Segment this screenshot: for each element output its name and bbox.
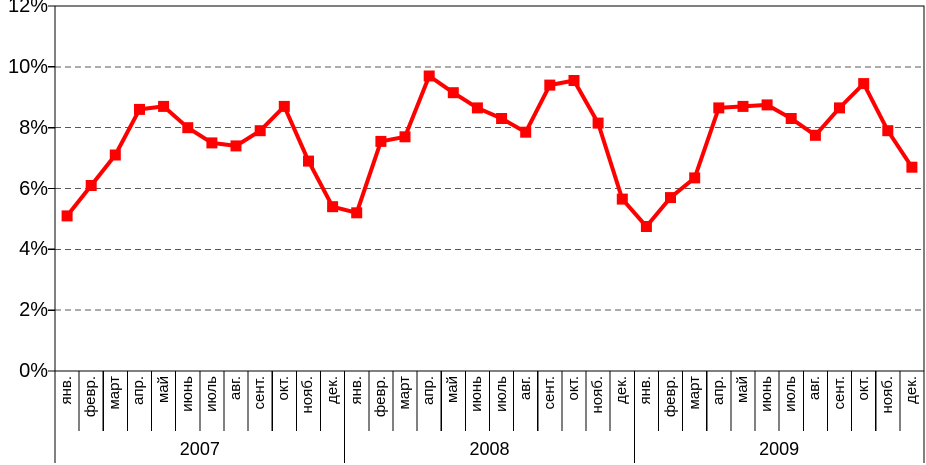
data-point-marker: [520, 126, 532, 138]
series-line: [65, 74, 914, 229]
x-month-label: янв.: [58, 376, 76, 405]
data-point-marker: [182, 122, 194, 134]
x-month-label: авг.: [516, 376, 534, 401]
data-point-marker: [785, 113, 797, 124]
x-month-label: авг.: [806, 376, 824, 401]
x-month-label: июль: [202, 376, 220, 412]
data-point-marker: [230, 140, 242, 152]
data-point-marker: [375, 135, 387, 147]
x-month-label: июнь: [178, 376, 196, 412]
x-month-label: авг.: [227, 376, 245, 401]
x-month-label: нояб.: [589, 376, 607, 414]
x-month-label: окт.: [275, 376, 293, 401]
data-point-marker: [447, 87, 459, 99]
data-point-marker: [568, 75, 580, 86]
x-month-label: июль: [492, 376, 510, 412]
x-month-label: дек.: [902, 376, 920, 404]
y-tick-label: 10%: [7, 55, 48, 78]
data-point-marker: [496, 113, 508, 124]
y-tick-label: 12%: [7, 0, 48, 17]
x-month-label: сент.: [830, 376, 848, 410]
y-tick-label: 4%: [19, 238, 48, 261]
data-point-marker: [254, 125, 266, 137]
x-month-label: окт.: [564, 376, 582, 401]
x-month-label: янв.: [637, 376, 655, 405]
x-month-label: июль: [782, 376, 800, 412]
data-point-marker: [471, 102, 483, 114]
data-point-marker: [858, 78, 870, 90]
data-point-marker: [206, 137, 218, 149]
x-month-label: май: [733, 376, 751, 404]
data-point-marker: [109, 149, 121, 161]
x-month-label: апр.: [130, 376, 148, 405]
x-month-label: июнь: [468, 376, 486, 412]
x-month-label: май: [154, 376, 172, 404]
x-month-label: нояб.: [299, 376, 317, 414]
x-month-label: февр.: [661, 376, 679, 418]
x-month-label: сент.: [251, 376, 269, 410]
x-year-label: 2009: [759, 439, 800, 459]
data-point-marker: [616, 193, 628, 205]
data-point-marker: [665, 192, 676, 204]
x-month-label: янв.: [347, 376, 365, 405]
data-point-marker: [61, 210, 73, 222]
y-tick-label: 2%: [19, 299, 48, 322]
data-point-marker: [278, 100, 290, 112]
data-point-marker: [834, 102, 845, 114]
x-month-label: дек.: [613, 376, 631, 404]
x-month-label: дек.: [323, 376, 341, 404]
x-month-label: нояб.: [878, 376, 896, 414]
data-point-marker: [809, 129, 821, 141]
y-tick-label: 8%: [19, 116, 48, 139]
data-point-marker: [134, 103, 145, 115]
x-month-label: окт.: [854, 376, 872, 401]
x-month-label: май: [444, 376, 462, 404]
data-point-marker: [713, 102, 725, 114]
x-month-label: март: [685, 376, 703, 410]
data-point-marker: [906, 161, 918, 173]
x-month-label: март: [106, 376, 124, 410]
y-tick-label: 0%: [19, 360, 48, 382]
x-year-label: 2008: [469, 439, 510, 459]
data-point-marker: [85, 180, 97, 191]
data-point-marker: [327, 201, 339, 213]
data-point-marker: [351, 207, 363, 219]
x-month-label: февр.: [82, 376, 100, 418]
data-point-marker: [158, 100, 170, 112]
data-point-marker: [423, 70, 435, 82]
data-point-marker: [399, 131, 411, 143]
y-tick-label: 6%: [19, 177, 48, 200]
data-point-marker: [303, 155, 314, 167]
data-point-marker: [761, 99, 773, 111]
x-month-label: апр.: [420, 376, 438, 405]
x-month-label: февр.: [371, 376, 389, 418]
data-point-marker: [592, 117, 604, 129]
data-point-marker: [737, 100, 749, 112]
data-point-marker: [640, 221, 652, 232]
x-month-label: апр.: [709, 376, 727, 405]
x-month-label: март: [396, 376, 413, 410]
x-year-label: 2007: [179, 439, 220, 459]
data-point-marker: [544, 79, 556, 91]
x-month-label: июнь: [758, 376, 776, 412]
x-month-label: сент.: [540, 376, 558, 410]
data-point-marker: [689, 172, 701, 184]
data-point-marker: [882, 125, 894, 137]
